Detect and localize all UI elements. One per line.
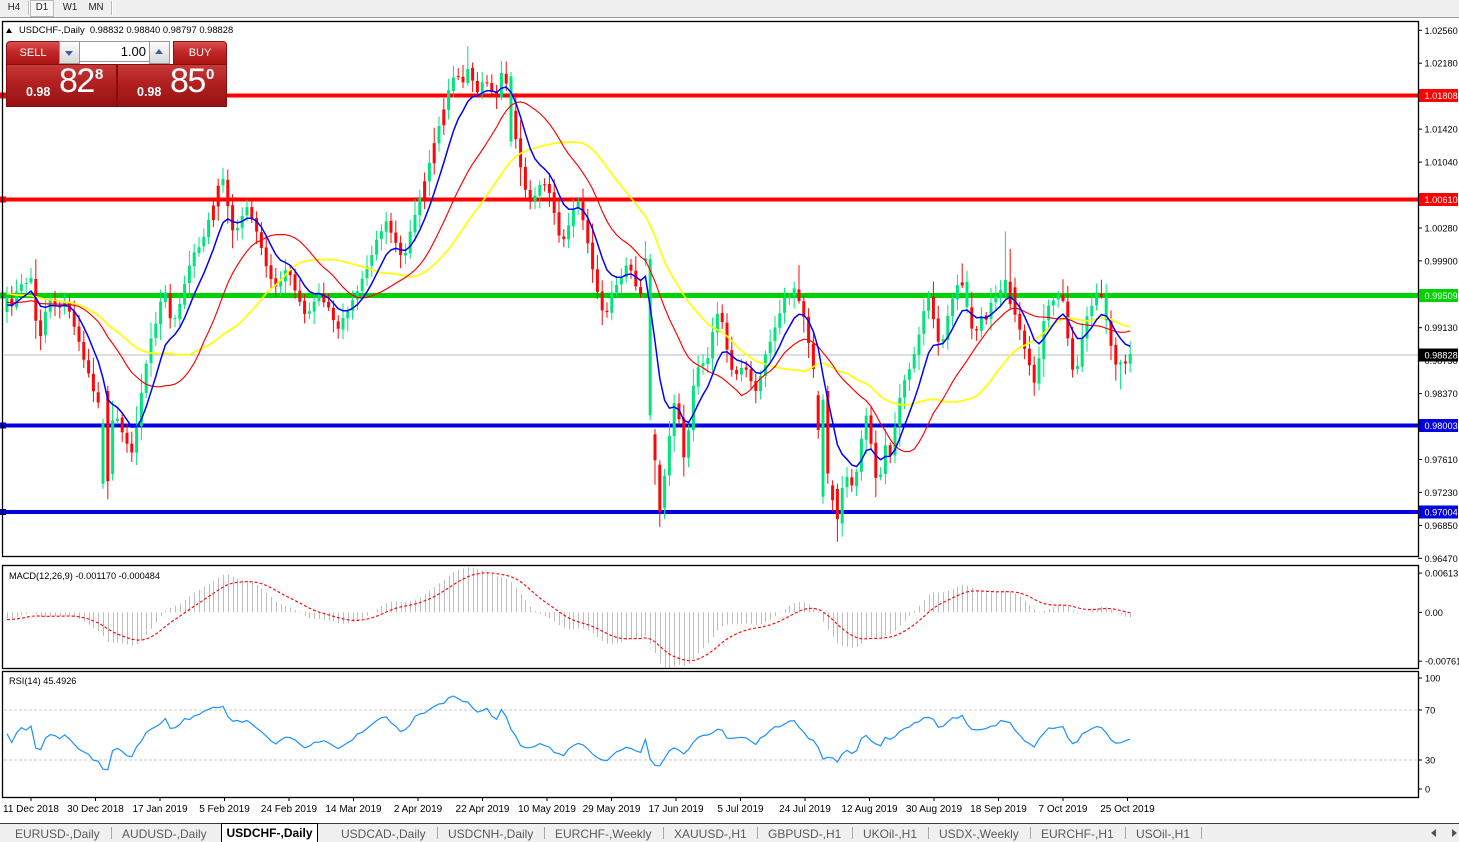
svg-text:29 May 2019: 29 May 2019 — [583, 804, 641, 815]
svg-text:0.00: 0.00 — [1425, 608, 1443, 618]
svg-text:-0.00761: -0.00761 — [1425, 657, 1459, 667]
svg-text:0.99509: 0.99509 — [1425, 291, 1458, 301]
svg-text:1.00610: 1.00610 — [1425, 195, 1458, 205]
svg-text:11 Dec 2018: 11 Dec 2018 — [3, 804, 59, 815]
svg-text:0.99900: 0.99900 — [1425, 256, 1458, 266]
svg-text:0.99130: 0.99130 — [1425, 323, 1458, 333]
svg-text:0.98828: 0.98828 — [1425, 351, 1458, 361]
svg-text:5 Jul 2019: 5 Jul 2019 — [717, 804, 764, 815]
svg-text:0.97004: 0.97004 — [1425, 508, 1458, 518]
svg-text:1.01808: 1.01808 — [1425, 91, 1458, 101]
svg-text:10 May 2019: 10 May 2019 — [518, 804, 576, 815]
svg-text:1.01040: 1.01040 — [1425, 158, 1458, 168]
svg-text:1.01420: 1.01420 — [1425, 125, 1458, 135]
svg-text:7 Oct 2019: 7 Oct 2019 — [1039, 804, 1088, 815]
svg-text:14 Mar 2019: 14 Mar 2019 — [325, 804, 382, 815]
svg-text:25 Oct 2019: 25 Oct 2019 — [1100, 804, 1155, 815]
svg-text:18 Sep 2019: 18 Sep 2019 — [970, 804, 1027, 815]
svg-text:0.97230: 0.97230 — [1425, 488, 1458, 498]
svg-text:0.97610: 0.97610 — [1425, 455, 1458, 465]
svg-text:0: 0 — [1425, 785, 1430, 795]
svg-text:70: 70 — [1425, 706, 1435, 716]
svg-text:0.96470: 0.96470 — [1425, 554, 1458, 564]
svg-text:0.96850: 0.96850 — [1425, 521, 1458, 531]
svg-text:RSI(14) 45.4926: RSI(14) 45.4926 — [9, 676, 76, 686]
svg-text:0.98003: 0.98003 — [1425, 421, 1458, 431]
svg-text:2 Apr 2019: 2 Apr 2019 — [394, 804, 443, 815]
svg-text:17 Jun 2019: 17 Jun 2019 — [648, 804, 703, 815]
svg-text:30: 30 — [1425, 756, 1435, 766]
svg-text:17 Jan 2019: 17 Jan 2019 — [132, 804, 187, 815]
svg-text:30 Aug 2019: 30 Aug 2019 — [906, 804, 963, 815]
svg-text:100: 100 — [1425, 674, 1440, 684]
svg-text:22 Apr 2019: 22 Apr 2019 — [456, 804, 510, 815]
svg-text:0.98370: 0.98370 — [1425, 389, 1458, 399]
svg-text:1.02560: 1.02560 — [1425, 26, 1458, 36]
svg-text:30 Dec 2018: 30 Dec 2018 — [67, 804, 124, 815]
svg-text:5 Feb 2019: 5 Feb 2019 — [199, 804, 250, 815]
svg-text:24 Feb 2019: 24 Feb 2019 — [261, 804, 318, 815]
svg-text:0.00613: 0.00613 — [1425, 569, 1458, 579]
svg-text:1.02180: 1.02180 — [1425, 59, 1458, 69]
svg-text:12 Aug 2019: 12 Aug 2019 — [841, 804, 898, 815]
svg-text:MACD(12,26,9) -0.001170 -0.000: MACD(12,26,9) -0.001170 -0.000484 — [9, 571, 160, 581]
svg-text:24 Jul 2019: 24 Jul 2019 — [779, 804, 831, 815]
svg-text:1.00280: 1.00280 — [1425, 224, 1458, 234]
